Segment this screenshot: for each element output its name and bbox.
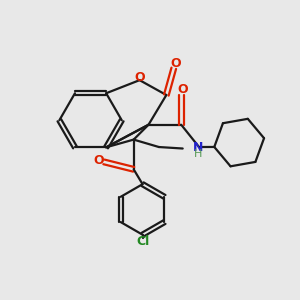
Text: O: O — [170, 57, 181, 70]
Text: H: H — [194, 148, 202, 159]
Text: O: O — [93, 154, 104, 167]
Text: O: O — [177, 83, 188, 97]
Text: N: N — [193, 140, 204, 154]
Text: O: O — [134, 71, 145, 84]
Text: Cl: Cl — [136, 235, 149, 248]
